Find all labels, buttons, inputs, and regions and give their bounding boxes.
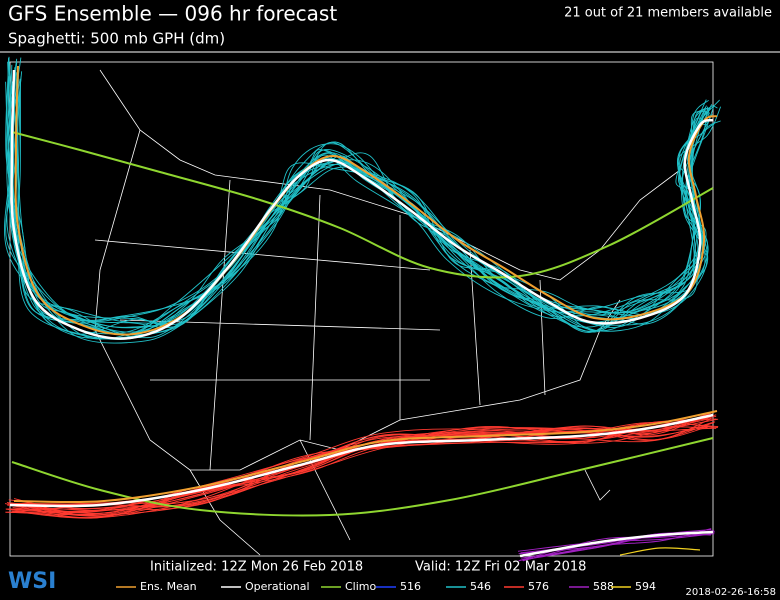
map-frame: [9, 61, 714, 557]
init-time: Initialized: 12Z Mon 26 Feb 2018: [150, 560, 363, 575]
member-546: [6, 56, 718, 335]
member-588: [520, 528, 712, 561]
climo: [11, 131, 714, 279]
legend-label: 594: [635, 580, 656, 593]
member-546: [5, 56, 707, 340]
subtitle: Spaghetti: 500 mb GPH (dm): [8, 30, 225, 48]
member-546: [7, 62, 713, 340]
legend-label: 516: [400, 580, 421, 593]
contours: [4, 56, 722, 562]
legend: Ens. Mean Operational Climo 516 546 576 588 594: [116, 580, 656, 593]
member-count: 21 out of 21 members available: [564, 6, 772, 21]
member-546: [11, 81, 716, 339]
florida: [584, 469, 611, 501]
member-546: [14, 71, 707, 323]
operational: [9, 413, 714, 508]
member-546: [7, 76, 709, 340]
title: GFS Ensemble — 096 hr forecast: [8, 2, 337, 26]
legend-label: Ens. Mean: [140, 580, 197, 593]
legend-label: Climo: [345, 580, 377, 593]
climo: [11, 437, 714, 517]
member-546: [11, 67, 708, 344]
valid-time: Valid: 12Z Fri 02 Mar 2018: [415, 560, 586, 575]
ens-mean: [13, 410, 718, 504]
member-546: [8, 62, 711, 333]
legend-label: 546: [470, 580, 491, 593]
member-546: [7, 58, 721, 332]
member-546: [10, 71, 709, 340]
ens-mean: [14, 65, 718, 336]
legend-label: 576: [528, 580, 549, 593]
timestamp: 2018-02-26-16:58: [685, 587, 776, 598]
member-546: [17, 80, 710, 333]
member-546: [6, 78, 710, 329]
logo: WSI: [8, 569, 56, 594]
member-594: [619, 547, 701, 556]
member-546: [5, 76, 708, 336]
operational: [519, 530, 714, 558]
legend-label: Operational: [245, 580, 310, 593]
member-546: [9, 57, 708, 332]
member-546: [6, 58, 709, 328]
legend-label: 588: [593, 580, 614, 593]
state-lines: [94, 179, 546, 471]
member-576: [5, 422, 719, 510]
member-546: [7, 61, 715, 335]
border-us: [94, 129, 621, 471]
member-546: [5, 81, 713, 335]
operational: [10, 69, 714, 340]
